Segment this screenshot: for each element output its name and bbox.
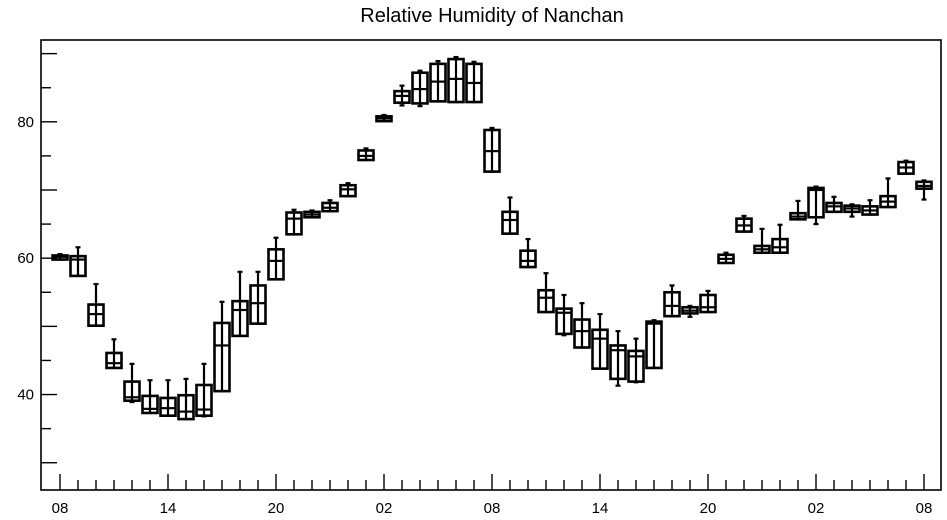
box-hour-27: [537, 272, 555, 314]
box-hour-38: [735, 214, 753, 233]
iqr-box: [501, 210, 519, 235]
box-hour-36: [699, 289, 717, 314]
box-hour-32: [627, 337, 645, 384]
y-tick-label: 60: [17, 250, 34, 267]
x-tick-label: 20: [268, 500, 285, 517]
box-hour-31: [609, 330, 627, 387]
box-hour-24: [483, 126, 501, 173]
box-hour-41: [789, 199, 807, 221]
box-hour-47: [897, 159, 915, 175]
x-tick-label: 02: [376, 500, 393, 517]
box-hour-1: [69, 246, 87, 278]
iqr-box: [807, 186, 825, 219]
iqr-box: [609, 344, 627, 381]
box-hour-28: [555, 293, 573, 337]
box-hour-5: [141, 379, 159, 415]
iqr-box: [771, 237, 789, 255]
y-tick-label: 80: [17, 114, 34, 131]
box-hour-34: [663, 284, 681, 318]
box-hour-37: [717, 251, 735, 265]
chart-title: Relative Humidity of Nanchan: [360, 5, 623, 27]
iqr-box: [573, 318, 591, 349]
box-hour-44: [843, 203, 861, 218]
iqr-box: [249, 284, 267, 325]
box-hour-45: [861, 199, 879, 216]
box-hour-26: [519, 237, 537, 269]
iqr-box: [69, 254, 87, 278]
iqr-box: [645, 320, 663, 370]
box-hour-33: [645, 319, 663, 370]
iqr-box: [195, 383, 213, 417]
box-hour-14: [303, 209, 321, 219]
box-hour-48: [915, 179, 933, 201]
box-hour-30: [591, 312, 609, 370]
x-tick-label: 20: [700, 500, 717, 517]
box-hour-16: [339, 182, 357, 198]
box-hour-43: [825, 195, 843, 214]
iqr-box: [285, 211, 303, 236]
y-tick-label: 40: [17, 387, 34, 404]
box-hour-29: [573, 302, 591, 349]
box-hour-4: [123, 362, 141, 404]
box-hour-9: [213, 300, 231, 393]
box-hour-7: [177, 377, 195, 421]
iqr-box: [213, 321, 231, 393]
box-hour-23: [465, 60, 483, 104]
x-tick-label: 08: [484, 500, 501, 517]
box-hour-35: [681, 304, 699, 318]
box-series: [51, 55, 933, 421]
iqr-box: [231, 299, 249, 338]
iqr-box: [339, 183, 357, 198]
iqr-box: [159, 396, 177, 417]
iqr-box: [123, 380, 141, 402]
iqr-box: [519, 249, 537, 269]
axis-ticks: [41, 52, 925, 490]
iqr-box: [177, 393, 195, 421]
iqr-box: [141, 394, 159, 415]
box-hour-42: [807, 185, 825, 226]
box-hour-17: [357, 147, 375, 162]
box-hour-15: [321, 199, 339, 213]
iqr-box: [555, 307, 573, 336]
box-hour-25: [501, 196, 519, 235]
iqr-box: [537, 288, 555, 314]
iqr-box: [663, 290, 681, 318]
box-hour-8: [195, 362, 213, 418]
iqr-box: [447, 57, 465, 104]
box-hour-11: [249, 270, 267, 325]
x-tick-label: 02: [808, 500, 825, 517]
iqr-box: [105, 351, 123, 370]
box-hour-2: [87, 282, 105, 327]
x-tick-label: 08: [916, 500, 933, 517]
box-hour-40: [771, 223, 789, 255]
box-hour-6: [159, 379, 177, 417]
box-hour-39: [753, 227, 771, 255]
box-hour-3: [105, 338, 123, 370]
box-hour-12: [267, 236, 285, 281]
box-hour-10: [231, 270, 249, 338]
axis-labels: 40 60 80 08 14 20 02 08 14 20 02 08: [17, 114, 932, 517]
x-tick-label: 08: [52, 500, 69, 517]
iqr-box: [627, 349, 645, 383]
plot-frame: [40, 39, 942, 491]
iqr-box: [267, 248, 285, 281]
x-tick-label: 14: [160, 500, 177, 517]
box-hour-22: [447, 55, 465, 104]
box-hour-20: [411, 69, 429, 108]
box-hour-19: [393, 84, 411, 107]
box-hour-21: [429, 60, 447, 103]
box-hour-46: [879, 177, 897, 209]
box-hour-18: [375, 113, 393, 123]
iqr-box: [699, 293, 717, 314]
x-tick-label: 14: [592, 500, 609, 517]
iqr-box: [591, 328, 609, 370]
box-hour-13: [285, 208, 303, 236]
